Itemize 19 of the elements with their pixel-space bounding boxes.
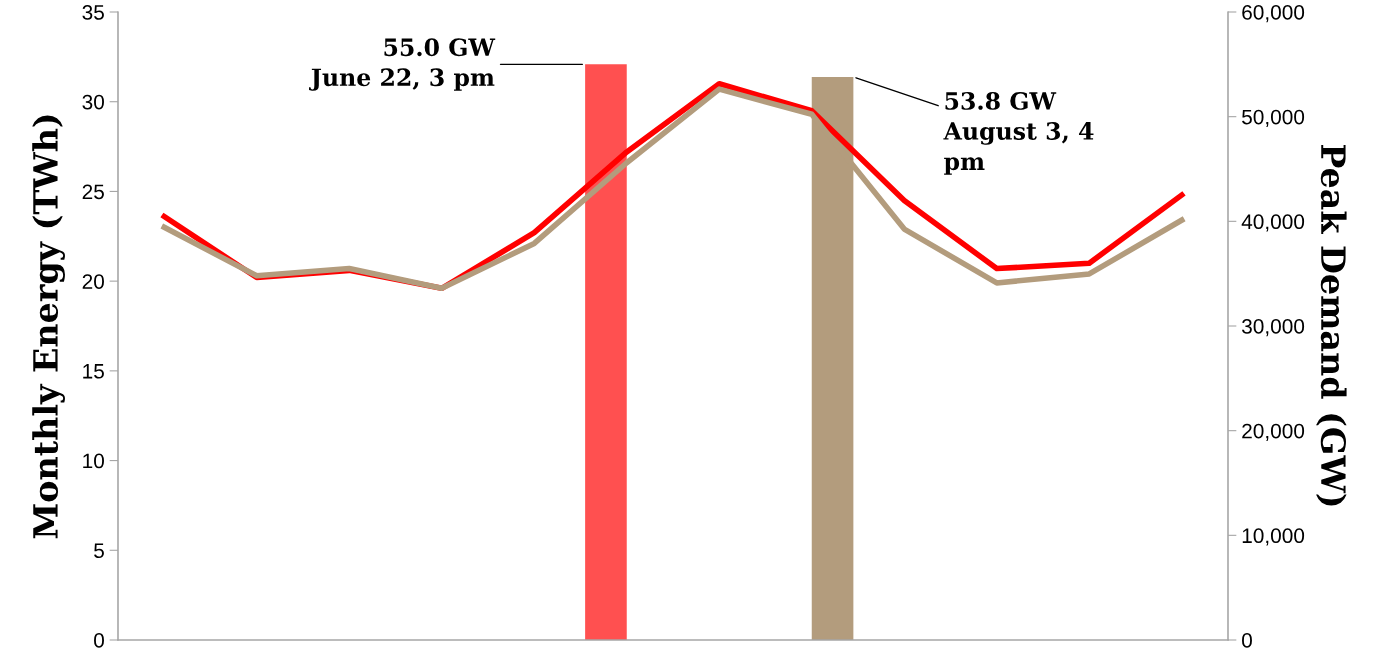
y2-tick-label: 60,000 bbox=[1242, 5, 1305, 23]
y2-tick-label: 50,000 bbox=[1242, 109, 1305, 127]
y2-tick-label: 40,000 bbox=[1241, 214, 1305, 232]
y2-axis-title: Peak Demand (GW) bbox=[1316, 144, 1347, 506]
y-tick-label: 5 bbox=[94, 543, 104, 559]
y-tick-label: 20 bbox=[82, 274, 104, 289]
annotation: 53.8 GW August 3, 4 pm bbox=[943, 92, 1094, 175]
y2-tick-label: 30,000 bbox=[1241, 319, 1305, 337]
annotation: 55.0 GW June 22, 3 pm bbox=[309, 38, 496, 91]
y2-tick-label: 10,000 bbox=[1242, 528, 1305, 546]
y2-tick-label: 20,000 bbox=[1242, 423, 1305, 441]
y-axis-title: Monthly Energy (TWh) bbox=[32, 115, 65, 539]
y-tick-label: 0 bbox=[94, 633, 104, 648]
y-tick-label: 35 bbox=[82, 5, 104, 20]
y-tick-label: 15 bbox=[83, 364, 104, 379]
y-tick-label: 10 bbox=[83, 453, 104, 469]
y-tick-label: 30 bbox=[82, 94, 104, 110]
y-tick-label: 25 bbox=[82, 184, 104, 200]
y2-tick-label: 0 bbox=[1242, 633, 1252, 648]
